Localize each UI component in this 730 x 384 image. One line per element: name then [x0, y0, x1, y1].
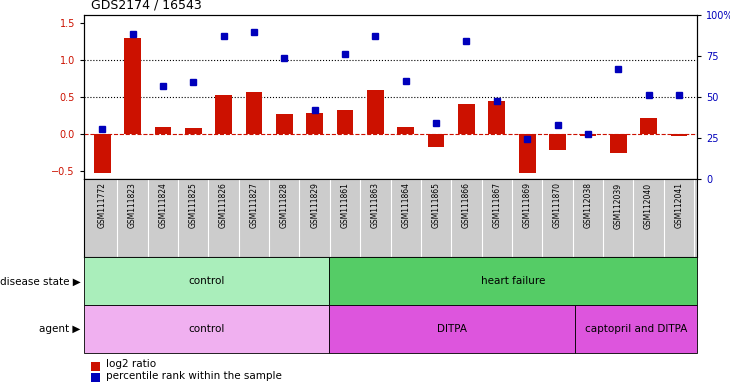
Text: captopril and DITPA: captopril and DITPA	[585, 324, 687, 334]
Text: GSM111826: GSM111826	[219, 182, 228, 228]
Bar	[84, 257, 329, 305]
Bar	[185, 128, 201, 134]
Bar	[276, 114, 293, 134]
Text: percentile rank within the sample: percentile rank within the sample	[106, 371, 282, 381]
Text: GSM111825: GSM111825	[189, 182, 198, 228]
Bar	[215, 96, 232, 134]
Text: agent ▶: agent ▶	[39, 324, 80, 334]
Text: GSM111824: GSM111824	[158, 182, 167, 228]
Text: disease state ▶: disease state ▶	[0, 276, 80, 286]
Text: log2 ratio: log2 ratio	[106, 359, 156, 369]
Bar	[94, 134, 110, 173]
Bar	[329, 257, 697, 305]
Text: GSM111829: GSM111829	[310, 182, 319, 228]
Text: heart failure: heart failure	[481, 276, 545, 286]
Bar	[84, 305, 329, 353]
Bar	[124, 38, 141, 134]
Text: GSM112038: GSM112038	[583, 182, 592, 228]
Bar	[337, 110, 353, 134]
Bar	[458, 104, 474, 134]
Text: GSM111866: GSM111866	[462, 182, 471, 228]
Text: GSM111867: GSM111867	[492, 182, 502, 228]
Text: GSM111827: GSM111827	[250, 182, 258, 228]
Text: GSM111870: GSM111870	[553, 182, 562, 228]
Bar	[580, 134, 596, 136]
Bar	[610, 134, 626, 152]
Bar	[397, 127, 414, 134]
Bar	[640, 118, 657, 134]
Bar	[519, 134, 536, 173]
Bar	[428, 134, 445, 147]
Text: GSM111861: GSM111861	[340, 182, 350, 228]
Text: control: control	[188, 276, 225, 286]
Bar	[307, 113, 323, 134]
Text: GSM111863: GSM111863	[371, 182, 380, 228]
Bar	[155, 127, 172, 134]
Text: GSM112041: GSM112041	[675, 182, 683, 228]
Text: GSM111865: GSM111865	[431, 182, 441, 228]
Bar	[575, 305, 697, 353]
Text: GSM112039: GSM112039	[614, 182, 623, 228]
Bar	[245, 92, 262, 134]
Text: GSM111864: GSM111864	[402, 182, 410, 228]
Text: DITPA: DITPA	[437, 324, 467, 334]
Text: GDS2174 / 16543: GDS2174 / 16543	[91, 0, 202, 12]
Text: GSM112040: GSM112040	[644, 182, 653, 228]
Text: control: control	[188, 324, 225, 334]
Bar	[549, 134, 566, 151]
Text: GSM111772: GSM111772	[98, 182, 107, 228]
Bar	[488, 101, 505, 134]
Bar	[671, 134, 687, 136]
Text: GSM111828: GSM111828	[280, 182, 289, 228]
Text: GSM111869: GSM111869	[523, 182, 531, 228]
Bar	[367, 89, 384, 134]
Bar	[329, 305, 575, 353]
Text: GSM111823: GSM111823	[128, 182, 137, 228]
